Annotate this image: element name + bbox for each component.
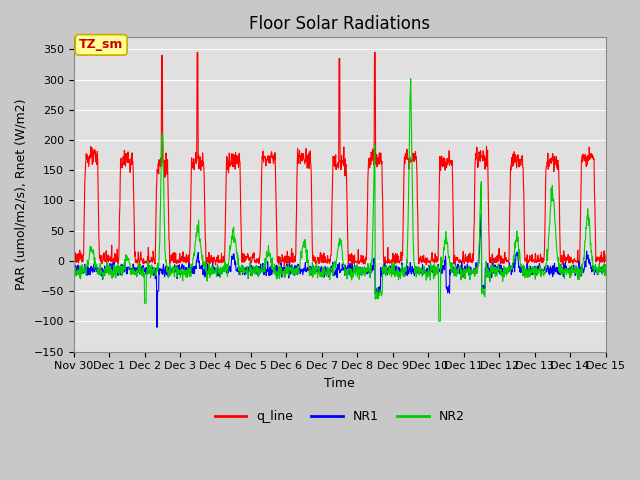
- NR1: [153, 324, 161, 330]
- NR2: [407, 76, 415, 82]
- NR2: [492, 268, 500, 274]
- NR1: [539, 267, 547, 273]
- NR1: [70, 271, 77, 276]
- Title: Floor Solar Radiations: Floor Solar Radiations: [249, 15, 430, 33]
- NR2: [602, 262, 609, 267]
- NR2: [539, 271, 547, 277]
- NR2: [70, 275, 77, 280]
- q_line: [193, 49, 201, 55]
- NR2: [248, 265, 255, 271]
- NR1: [422, 271, 430, 276]
- NR1: [477, 211, 485, 216]
- q_line: [280, 263, 288, 269]
- X-axis label: Time: Time: [324, 377, 355, 390]
- q_line: [539, 259, 547, 265]
- q_line: [602, 258, 609, 264]
- Legend: q_line, NR1, NR2: q_line, NR1, NR2: [209, 405, 470, 428]
- Text: TZ_sm: TZ_sm: [79, 38, 124, 51]
- NR1: [492, 264, 500, 270]
- NR2: [435, 318, 443, 324]
- NR2: [422, 277, 430, 283]
- NR1: [248, 264, 255, 269]
- Line: q_line: q_line: [74, 52, 605, 266]
- q_line: [423, 257, 431, 263]
- Line: NR2: NR2: [74, 79, 605, 321]
- q_line: [248, 259, 255, 264]
- NR2: [188, 264, 196, 270]
- q_line: [188, 162, 196, 168]
- q_line: [175, 259, 183, 264]
- Line: NR1: NR1: [74, 214, 605, 327]
- Y-axis label: PAR (umol/m2/s), Rnet (W/m2): PAR (umol/m2/s), Rnet (W/m2): [15, 99, 28, 290]
- NR1: [602, 269, 609, 275]
- q_line: [492, 256, 500, 262]
- NR1: [188, 266, 196, 272]
- q_line: [70, 260, 77, 265]
- NR2: [175, 270, 183, 276]
- NR1: [175, 262, 183, 268]
